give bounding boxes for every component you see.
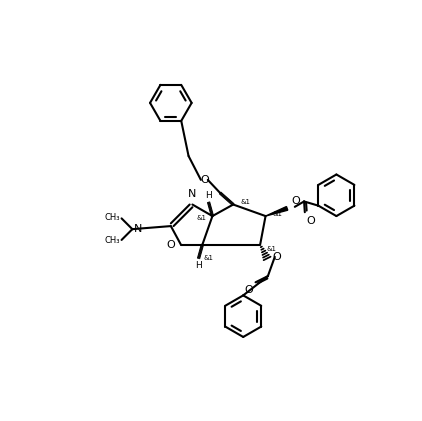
Text: &1: &1 (273, 211, 282, 217)
Text: H: H (205, 191, 212, 200)
Text: H: H (195, 261, 202, 270)
Text: N: N (188, 189, 197, 199)
Text: &1: &1 (241, 199, 251, 205)
Text: &1: &1 (204, 256, 214, 261)
Text: CH₃: CH₃ (105, 236, 120, 245)
Text: O: O (273, 252, 281, 262)
Text: O: O (200, 175, 209, 185)
Text: O: O (291, 196, 300, 206)
Text: CH₃: CH₃ (105, 213, 120, 222)
Polygon shape (265, 207, 288, 216)
Text: O: O (166, 240, 175, 250)
Text: &1: &1 (197, 216, 207, 221)
Text: N: N (134, 224, 142, 234)
Text: O: O (306, 216, 315, 226)
Text: O: O (244, 285, 253, 296)
Text: &1: &1 (266, 246, 276, 252)
